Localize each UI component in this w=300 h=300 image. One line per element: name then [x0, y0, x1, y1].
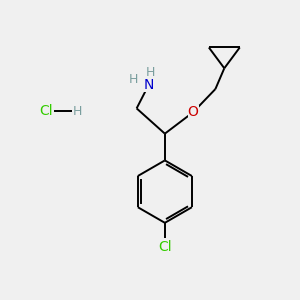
Text: H: H: [73, 105, 82, 118]
Text: H: H: [128, 74, 138, 86]
Text: Cl: Cl: [39, 104, 53, 118]
Text: Cl: Cl: [158, 240, 172, 254]
Text: N: N: [143, 78, 154, 92]
Text: O: O: [188, 105, 199, 119]
Text: H: H: [146, 66, 156, 79]
